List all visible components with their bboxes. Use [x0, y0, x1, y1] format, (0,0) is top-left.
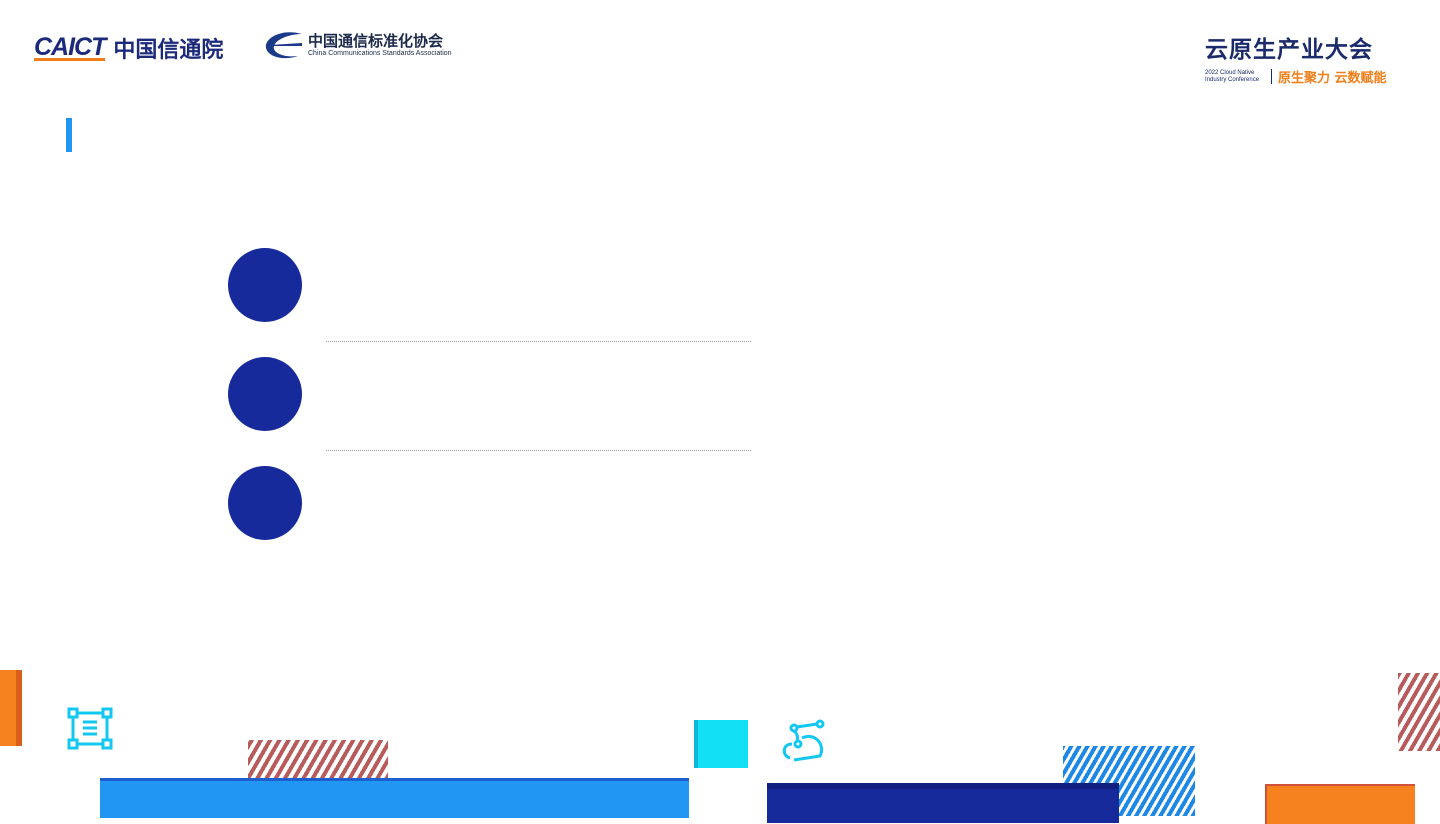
decor-navy-bar: [767, 783, 1119, 823]
conference-slogan: 原生聚力 云数赋能: [1278, 71, 1387, 86]
decor-blue-bar: [100, 778, 689, 818]
conference-en-1: 2022 Cloud Native: [1205, 69, 1255, 76]
caict-logo-en: CAICT: [34, 32, 106, 61]
divider: [1271, 69, 1272, 84]
conference-logo: 云原生产业大会 2022 Cloud Native Industry Confe…: [1205, 30, 1400, 86]
ccsa-logo-en: China Communications Standards Associati…: [308, 50, 452, 57]
list-item-marker-2: [228, 357, 302, 431]
decor-red-stripes: [248, 740, 388, 780]
list-separator: [326, 450, 751, 451]
list-separator: [326, 341, 751, 342]
ccsa-logo: 中国通信标准化协会 China Communications Standards…: [262, 30, 452, 60]
cloud-network-icon: [782, 719, 825, 762]
decor-red-stripes-right: [1398, 673, 1440, 751]
ladder-icon: [67, 707, 113, 750]
ccsa-emblem-icon: [265, 32, 302, 59]
conference-en-2: Industry Conference: [1205, 76, 1260, 83]
caict-logo-zh: 中国信通院: [113, 38, 224, 63]
decor-orange-block: [0, 670, 22, 746]
title-accent-bar: [66, 118, 72, 152]
decor-cyan-block: [694, 720, 748, 768]
list-item-marker-3: [228, 466, 302, 540]
list-item-marker-1: [228, 248, 302, 322]
decor-orange-bar: [1265, 784, 1415, 824]
caict-logo: CAICT 中国信通院: [34, 32, 223, 64]
conference-title: 云原生产业大会: [1205, 37, 1373, 63]
ccsa-logo-zh: 中国通信标准化协会: [308, 32, 444, 50]
